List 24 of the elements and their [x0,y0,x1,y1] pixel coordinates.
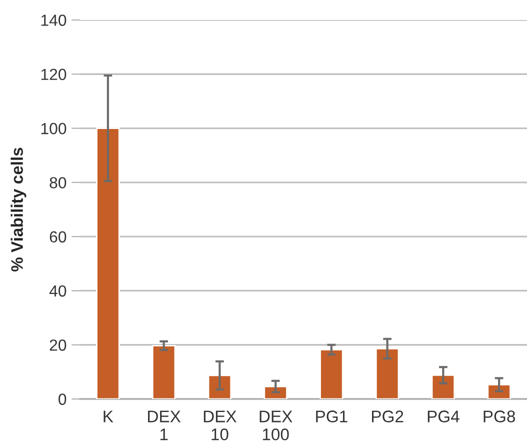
y-axis-title: % Viability cells [10,148,26,272]
y-tick-label: 40 [49,285,66,297]
y-tick-label: 120 [41,68,66,80]
x-tick-label: PG8 [484,410,516,422]
bar [152,344,176,399]
x-tick-label: DEX 100 [260,410,292,440]
x-tick-label: PG4 [428,410,460,422]
bar [375,348,400,399]
y-tick-label: 60 [50,231,66,243]
y-tick-label: 0 [58,394,66,405]
bar [431,374,456,399]
y-tick-label: 140 [41,14,66,26]
x-tick-label: PG1 [316,410,348,422]
bar [320,349,344,399]
bar [487,384,511,399]
x-tick-label: K [104,410,114,422]
y-tick-label: 80 [50,177,66,188]
bar [96,128,120,399]
y-tick-label: 100 [41,122,66,134]
x-tick-label: DEX 1 [148,410,181,440]
x-tick-label: PG2 [372,410,404,422]
y-tick-label: 20 [50,339,66,351]
bar [208,374,232,399]
x-tick-label: DEX 10 [204,410,236,440]
